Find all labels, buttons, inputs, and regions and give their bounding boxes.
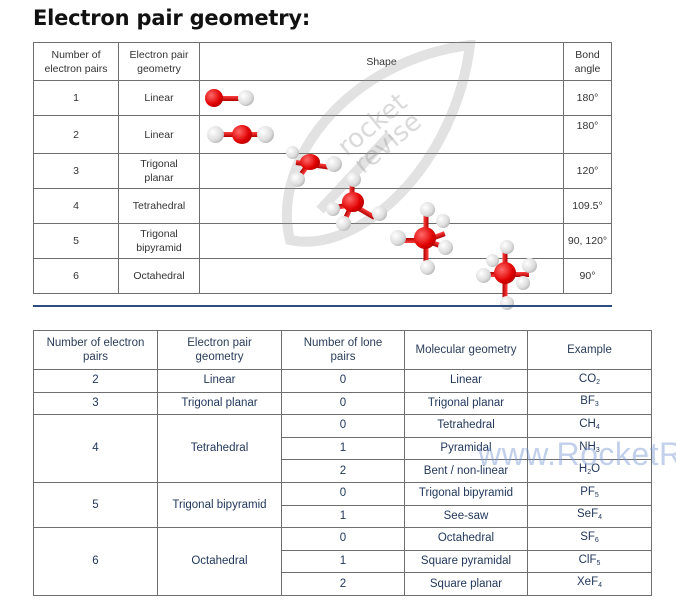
example-cell: SF6 [527, 527, 652, 551]
example-cell: BF3 [527, 391, 652, 416]
header-electron-pair-geometry: Electron pair geometry [118, 42, 200, 81]
table-header-row: Number of electron pairs Electron pair geo… [33, 42, 612, 81]
geometry-cell: Trigonal bipyramid [118, 223, 200, 259]
electron-pairs-cell: 3 [33, 391, 158, 416]
molecular-geometry-cell: Linear [404, 369, 528, 393]
header-bond-angle: Bond angle [563, 42, 612, 81]
table-row: 3 Trigonal planar 0 Trigonal planar BF3 [33, 391, 652, 416]
electron-pairs-cell: 3 [33, 153, 119, 189]
molecular-geometry-cell: Square pyramidal [404, 549, 528, 574]
table-row: 2 Bent / non-linear H2O [34, 459, 652, 483]
bond-angle-cell: 180° [563, 115, 612, 154]
lone-pairs-cell: 0 [281, 527, 405, 551]
table-row: 4 Tetrahedral 0 Tetrahedral CH4 [33, 414, 652, 483]
header-number-of-electron-pairs: Number of electron pairs [33, 42, 119, 81]
trigonal-bipyramid-molecule-icon [388, 202, 458, 278]
tetrahedral-molecule-icon [322, 172, 392, 234]
header-number-of-lone-pairs: Number of lone pairs [281, 330, 405, 370]
table-row: 1 Linear 180° [33, 80, 612, 116]
page-title: Electron pair geometry: [33, 6, 311, 30]
molecular-geometry-table: Number of electron pairs Electron pair g… [33, 330, 652, 596]
geometry-cell: Linear [118, 80, 200, 116]
electron-pairs-cell: 1 [33, 80, 119, 116]
geometry-cell: Tetrahedral [118, 188, 200, 224]
molecular-geometry-cell: Bent / non-linear [404, 459, 528, 483]
shape-cell [199, 80, 564, 116]
bond-angle-cell: 90° [563, 258, 612, 294]
octahedral-molecule-icon [472, 240, 544, 312]
table-row: 2 Linear 180° [33, 115, 612, 154]
electron-pairs-cell: 5 [33, 481, 158, 529]
linear-2-molecule-icon [207, 124, 277, 146]
table-row: 1 Square pyramidal ClF5 [34, 549, 652, 574]
header-electron-pair-geometry: Electron pair geometry [157, 330, 282, 370]
geometry-cell: Trigonal planar [118, 153, 200, 189]
bond-angle-cell: 180° [563, 80, 612, 116]
bond-angle-cell: 120° [563, 153, 612, 189]
electron-pairs-cell: 5 [33, 223, 119, 259]
electron-pairs-cell: 6 [33, 527, 158, 596]
example-cell: XeF4 [527, 572, 652, 596]
bond-angle-cell: 109.5° [563, 188, 612, 224]
lone-pairs-cell: 0 [281, 414, 405, 438]
watermark-url-text: www.RocketRe [478, 436, 676, 472]
electron-pair-geometry-shapes-table: Number of electron pairs Electron pair geo… [33, 42, 612, 294]
molecular-geometry-cell: Square planar [404, 572, 528, 596]
lone-pairs-cell: 2 [281, 459, 405, 483]
example-cell: PF5 [527, 481, 652, 506]
geometry-cell: Linear [157, 369, 282, 393]
header-molecular-geometry: Molecular geometry [404, 330, 528, 370]
electron-pairs-cell: 2 [33, 369, 158, 393]
geometry-cell: Tetrahedral [157, 414, 282, 483]
molecular-geometry-cell: Trigonal bipyramid [404, 481, 528, 506]
table-row: 2 Linear 0 Linear CO2 [33, 369, 652, 393]
example-cell: ClF5 [527, 549, 652, 574]
electron-pairs-cell: 6 [33, 258, 119, 294]
trigonal-planar-molecule-icon [278, 146, 348, 191]
molecular-geometry-cell: Tetrahedral [404, 414, 528, 438]
lone-pairs-cell: 1 [281, 436, 405, 461]
example-cell: CH4 [527, 414, 652, 438]
geometry-cell: Trigonal planar [157, 391, 282, 416]
lone-pairs-cell: 2 [281, 572, 405, 596]
bond-angle-cell: 90, 120° [563, 223, 612, 259]
table-row: 5 Trigonal bipyramid 0 Trigonal bipyrami… [33, 481, 652, 529]
lone-pairs-cell: 0 [281, 369, 405, 393]
geometry-cell: Trigonal bipyramid [157, 481, 282, 529]
molecular-geometry-cell: See-saw [404, 504, 528, 529]
geometry-cell: Octahedral [118, 258, 200, 294]
linear-1-molecule-icon [205, 88, 255, 108]
header-shape: Shape [199, 42, 564, 81]
example-cell: NH3 [527, 436, 652, 461]
geometry-cell: Octahedral [157, 527, 282, 596]
lone-pairs-cell: 0 [281, 391, 405, 416]
table-header-row: Number of electron pairs Electron pair g… [33, 330, 652, 370]
example-cell: CO2 [527, 369, 652, 393]
electron-pairs-cell: 4 [33, 414, 158, 483]
header-number-of-electron-pairs: Number of electron pairs [33, 330, 158, 370]
geometry-cell: Linear [118, 115, 200, 154]
electron-pairs-cell: 4 [33, 188, 119, 224]
molecular-geometry-cell: Octahedral [404, 527, 528, 551]
molecular-geometry-cell: Trigonal planar [404, 391, 528, 416]
molecular-geometry-cell: Pyramidal [404, 436, 528, 461]
table-row: 6 Octahedral 0 Octahedral SF6 [33, 527, 652, 596]
table-row: 1 Pyramidal NH3 [34, 436, 652, 461]
lone-pairs-cell: 1 [281, 549, 405, 574]
example-cell: SeF4 [527, 504, 652, 529]
lone-pairs-cell: 0 [281, 481, 405, 506]
table-row: 2 Square planar XeF4 [34, 572, 652, 596]
table-row: 1 See-saw SeF4 [34, 504, 652, 529]
section-divider [33, 305, 612, 307]
electron-pairs-cell: 2 [33, 115, 119, 154]
table-row: 5 Trigonal bipyramid 90, 120° [33, 223, 612, 259]
header-example: Example [527, 330, 652, 370]
lone-pairs-cell: 1 [281, 504, 405, 529]
